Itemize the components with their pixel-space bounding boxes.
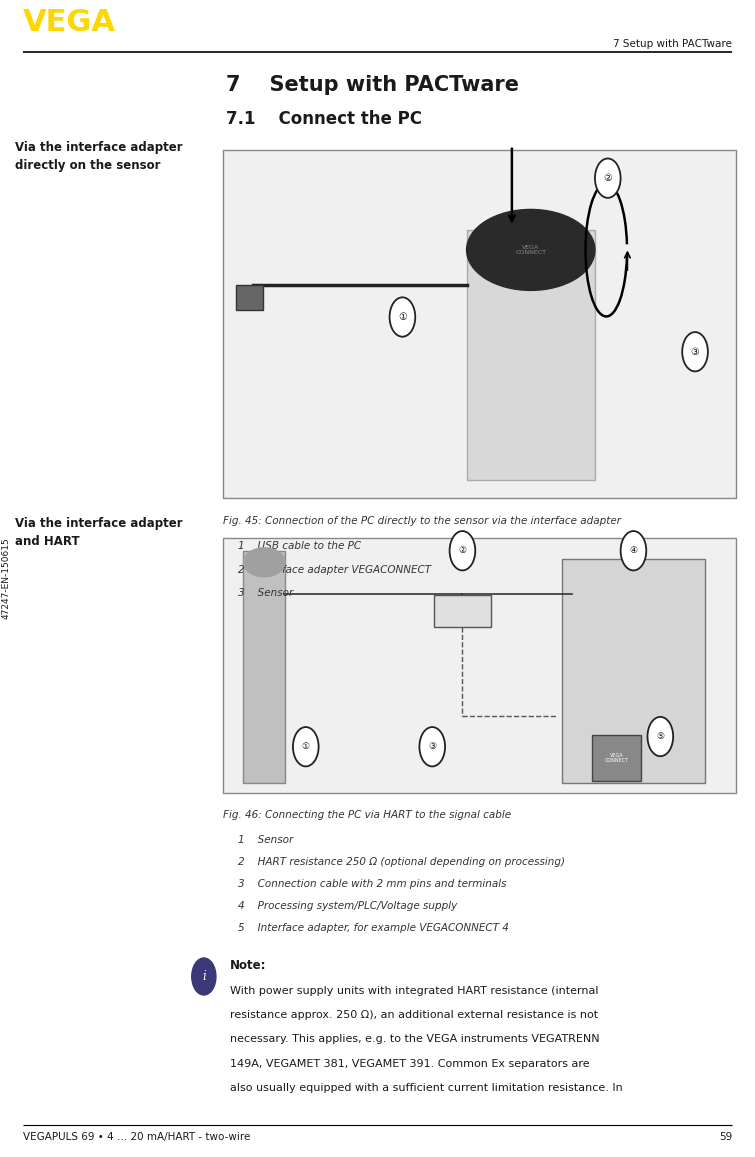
Text: ①: ① xyxy=(398,312,407,322)
Bar xyxy=(223,150,736,498)
Bar xyxy=(467,230,595,480)
Text: 7 Setup with PACTware: 7 Setup with PACTware xyxy=(614,38,732,49)
Text: ⑤: ⑤ xyxy=(656,732,664,740)
Bar xyxy=(434,595,491,627)
Text: 149A, VEGAMET 381, VEGAMET 391. Common Ex separators are: 149A, VEGAMET 381, VEGAMET 391. Common E… xyxy=(230,1059,590,1069)
Circle shape xyxy=(419,727,445,766)
Text: ②: ② xyxy=(458,546,467,555)
Text: ②: ② xyxy=(603,174,612,183)
Text: ①: ① xyxy=(302,743,310,751)
Text: ③: ③ xyxy=(428,743,436,751)
Ellipse shape xyxy=(243,548,285,576)
Text: Fig. 45: Connection of the PC directly to the sensor via the interface adapter: Fig. 45: Connection of the PC directly t… xyxy=(223,516,621,526)
Circle shape xyxy=(595,159,621,198)
Text: With power supply units with integrated HART resistance (internal: With power supply units with integrated … xyxy=(230,986,599,996)
Ellipse shape xyxy=(467,209,595,290)
Text: 2    Interface adapter VEGACONNECT: 2 Interface adapter VEGACONNECT xyxy=(238,565,431,575)
Text: 4    Processing system/PLC/Voltage supply: 4 Processing system/PLC/Voltage supply xyxy=(238,901,457,912)
Text: 47247-EN-150615: 47247-EN-150615 xyxy=(2,538,11,619)
Text: ④: ④ xyxy=(630,546,637,555)
Circle shape xyxy=(683,332,708,371)
Text: VEGAPULS 69 • 4 … 20 mA/HART - two-wire: VEGAPULS 69 • 4 … 20 mA/HART - two-wire xyxy=(23,1132,250,1142)
Text: Via the interface adapter
and HART: Via the interface adapter and HART xyxy=(15,517,183,548)
Bar xyxy=(243,551,285,783)
Text: 7    Setup with PACTware: 7 Setup with PACTware xyxy=(226,75,519,95)
Text: Via the interface adapter
directly on the sensor: Via the interface adapter directly on th… xyxy=(15,141,183,172)
Bar xyxy=(562,559,705,783)
Circle shape xyxy=(293,727,319,766)
Text: 5    Interface adapter, for example VEGACONNECT 4: 5 Interface adapter, for example VEGACON… xyxy=(238,923,509,934)
Text: 7.1    Connect the PC: 7.1 Connect the PC xyxy=(226,110,423,128)
Text: 2    HART resistance 250 Ω (optional depending on processing): 2 HART resistance 250 Ω (optional depend… xyxy=(238,857,565,868)
Text: ③: ③ xyxy=(691,347,699,356)
Bar xyxy=(236,285,263,310)
Bar xyxy=(223,538,736,793)
Text: 3    Connection cable with 2 mm pins and terminals: 3 Connection cable with 2 mm pins and te… xyxy=(238,879,507,890)
Text: i: i xyxy=(202,970,205,983)
Text: VEGA
CONNECT: VEGA CONNECT xyxy=(605,753,629,762)
Text: Fig. 46: Connecting the PC via HART to the signal cable: Fig. 46: Connecting the PC via HART to t… xyxy=(223,810,511,820)
Circle shape xyxy=(648,717,673,757)
Text: 1    USB cable to the PC: 1 USB cable to the PC xyxy=(238,541,361,552)
Circle shape xyxy=(390,297,415,337)
Text: 1    Sensor: 1 Sensor xyxy=(238,835,293,846)
Text: also usually equipped with a sufficient current limitation resistance. In: also usually equipped with a sufficient … xyxy=(230,1083,623,1093)
Circle shape xyxy=(621,531,646,570)
Text: VEGA: VEGA xyxy=(23,8,116,37)
Bar xyxy=(593,735,642,781)
Circle shape xyxy=(192,958,216,995)
Text: Note:: Note: xyxy=(230,959,267,972)
Text: necessary. This applies, e.g. to the VEGA instruments VEGATRENN: necessary. This applies, e.g. to the VEG… xyxy=(230,1034,600,1045)
Text: 59: 59 xyxy=(719,1132,732,1142)
Text: VEGA
CONNECT: VEGA CONNECT xyxy=(515,244,547,256)
Circle shape xyxy=(449,531,476,570)
Text: resistance approx. 250 Ω), an additional external resistance is not: resistance approx. 250 Ω), an additional… xyxy=(230,1010,599,1020)
Text: 3    Sensor: 3 Sensor xyxy=(238,588,293,598)
